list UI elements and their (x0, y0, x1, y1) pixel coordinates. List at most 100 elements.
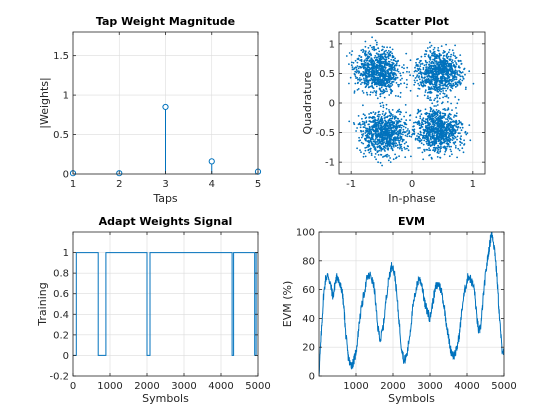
scatter-point (444, 63, 447, 66)
scatter-point (436, 96, 439, 99)
scatter-point (410, 155, 412, 158)
scatter-point (348, 82, 350, 85)
scatter-point (447, 124, 450, 127)
scatter-point (432, 135, 435, 138)
scatter-point (445, 94, 448, 97)
scatter-point (423, 130, 426, 133)
scatter-point (443, 69, 446, 71)
scatter-point (406, 145, 409, 147)
scatter-point (391, 66, 394, 69)
scatter-point (389, 54, 391, 57)
scatter-point (397, 117, 400, 120)
scatter-point (433, 137, 436, 139)
scatter-point (360, 130, 363, 133)
scatter-point (450, 53, 453, 56)
evm-ytick-label: 20 (302, 343, 315, 354)
scatter-point (423, 53, 426, 56)
scatter-point (428, 141, 431, 144)
scatter-point (443, 123, 445, 126)
scatter-point (389, 141, 392, 143)
scatter-point (439, 76, 442, 78)
scatter-point (417, 139, 419, 142)
scatter-point (359, 59, 361, 62)
scatter-point (430, 79, 432, 81)
scatter-point (435, 118, 438, 121)
scatter-point (394, 95, 397, 97)
adapt-xtick-label: 2000 (134, 381, 159, 392)
scatter-point (393, 64, 396, 67)
scatter-point (414, 81, 416, 84)
scatter-point (449, 68, 452, 71)
scatter-point (387, 84, 389, 87)
scatter-point (399, 96, 402, 98)
scatter-point (433, 79, 436, 82)
scatter-point (396, 144, 399, 147)
scatter-point (448, 65, 451, 67)
scatter-point (426, 80, 428, 83)
scatter-point (374, 91, 377, 94)
scatter-point (375, 83, 378, 85)
scatter-point (406, 130, 408, 132)
scatter-point (449, 118, 451, 120)
scatter-point (416, 95, 419, 97)
scatter-point (421, 126, 424, 128)
scatter-point (438, 52, 441, 55)
scatter-point (445, 118, 447, 120)
scatter-point (355, 77, 357, 79)
scatter-point (420, 113, 423, 116)
scatter-point (385, 103, 388, 106)
scatter-point (432, 76, 435, 79)
scatter-point (464, 130, 467, 133)
scatter-point (446, 62, 448, 65)
scatter-point (363, 50, 365, 52)
scatter-point (393, 121, 396, 124)
scatter-point (389, 115, 392, 118)
scatter-point (431, 78, 434, 81)
scatter-point (450, 60, 453, 63)
scatter-point (384, 68, 387, 70)
scatter-point (442, 71, 445, 73)
scatter-point (406, 83, 408, 86)
scatter-point (391, 84, 394, 86)
scatter-point (440, 61, 443, 63)
scatter-point (352, 122, 355, 124)
scatter-point (400, 137, 403, 140)
scatter-point (432, 147, 435, 149)
scatter-point (371, 75, 374, 78)
scatter-point (448, 62, 451, 65)
scatter-point (454, 44, 456, 47)
scatter-point (362, 126, 365, 129)
scatter-point (434, 75, 437, 78)
scatter-point (430, 141, 433, 144)
scatter-point (462, 151, 465, 154)
scatter-point (445, 149, 447, 152)
scatter-point (391, 56, 394, 59)
scatter-point (380, 148, 383, 151)
scatter-point (366, 62, 369, 65)
scatter-point (417, 65, 419, 68)
scatter-point (357, 115, 360, 117)
scatter-point (447, 75, 449, 77)
scatter-point (377, 142, 380, 145)
scatter-point (353, 67, 356, 70)
scatter-point (448, 134, 450, 136)
scatter-point (389, 50, 392, 53)
scatter-point (362, 64, 365, 67)
adapt-ytick-label: 0.6 (53, 289, 69, 300)
scatter-point (442, 60, 445, 62)
scatter-point (362, 51, 364, 53)
scatter-point (387, 64, 390, 66)
scatter-point (447, 97, 450, 99)
scatter-point (399, 139, 401, 142)
scatter-point (443, 112, 446, 115)
scatter-point (455, 123, 458, 125)
scatter-point (408, 130, 410, 132)
scatter-point (430, 62, 432, 64)
scatter-point (447, 65, 450, 68)
tap-xlabel: Taps (152, 192, 178, 205)
scatter-point (388, 94, 391, 96)
evm-xtick-label: 3000 (417, 381, 442, 392)
scatter-point (388, 127, 391, 130)
scatter-point (380, 49, 383, 52)
tap-marker (162, 103, 169, 111)
